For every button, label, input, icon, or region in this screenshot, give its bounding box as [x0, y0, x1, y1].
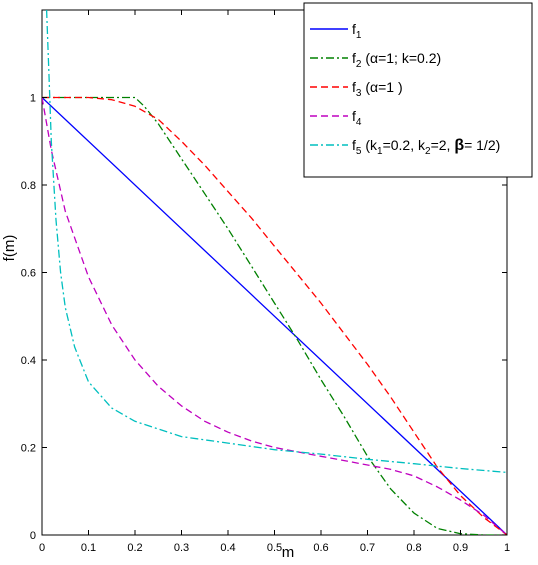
legend-label-f1: f1 [352, 21, 362, 41]
legend-name: f [352, 137, 356, 153]
x-tick-label: 0.1 [81, 542, 96, 554]
legend-subscript: 3 [356, 88, 362, 99]
y-tick-label: 0 [30, 530, 36, 542]
legend-name: f [352, 50, 356, 66]
y-tick-label: 1 [30, 93, 36, 105]
legend-param-part: =2, [431, 137, 455, 153]
legend-param-part: 1 [377, 146, 383, 157]
x-tick-label: 0.3 [174, 542, 189, 554]
y-axis-label: f(m) [1, 235, 18, 262]
legend-label-f2: f2 (α=1; k=0.2) [352, 50, 441, 70]
series-line-f4 [42, 97, 507, 535]
y-tick-label: 0.2 [21, 443, 36, 455]
x-tick-label: 0.9 [453, 542, 468, 554]
legend-param-part: β [454, 137, 464, 154]
x-tick-label: 0.5 [267, 542, 282, 554]
legend-subscript: 4 [356, 117, 362, 128]
x-tick-label: 1 [504, 542, 510, 554]
legend-label-f5: f5 (k1=0.2, k2=2, β= 1/2) [352, 137, 500, 157]
legend-name: f [352, 108, 356, 124]
legend-name: f [352, 21, 356, 37]
y-tick-label: 0.8 [21, 180, 36, 192]
x-tick-label: 0.6 [313, 542, 328, 554]
legend-param: (α=1; k=0.2) [361, 50, 441, 66]
legend-label-f4: f4 [352, 108, 362, 128]
series-line-f1 [42, 97, 507, 535]
legend-subscript: 1 [356, 30, 362, 41]
x-tick-label: 0.8 [406, 542, 421, 554]
x-axis-label: m [282, 544, 295, 561]
legend-param-part: = 1/2) [464, 137, 500, 153]
x-tick-label: 0.2 [127, 542, 142, 554]
y-tick-label: 0.6 [21, 268, 36, 280]
series-line-f5 [45, 10, 507, 474]
series-line-f2 [42, 96, 507, 535]
legend-param-part: (k [361, 137, 378, 153]
legend-label-f3: f3 (α=1 ) [352, 79, 403, 99]
legend-name: f [352, 79, 356, 95]
legend-subscript: 5 [356, 146, 362, 157]
x-tick-label: 0.4 [220, 542, 235, 554]
legend-subscript: 2 [356, 59, 362, 70]
legend-box [303, 2, 533, 178]
legend-param-part: 2 [425, 146, 431, 157]
y-tick-label: 0.4 [21, 355, 36, 367]
series-line-f3 [42, 96, 507, 535]
x-tick-label: 0 [39, 542, 45, 554]
legend-param-part: =0.2, k [383, 137, 426, 153]
x-tick-label: 0.7 [360, 542, 375, 554]
legend-param: (α=1 ) [361, 79, 402, 95]
